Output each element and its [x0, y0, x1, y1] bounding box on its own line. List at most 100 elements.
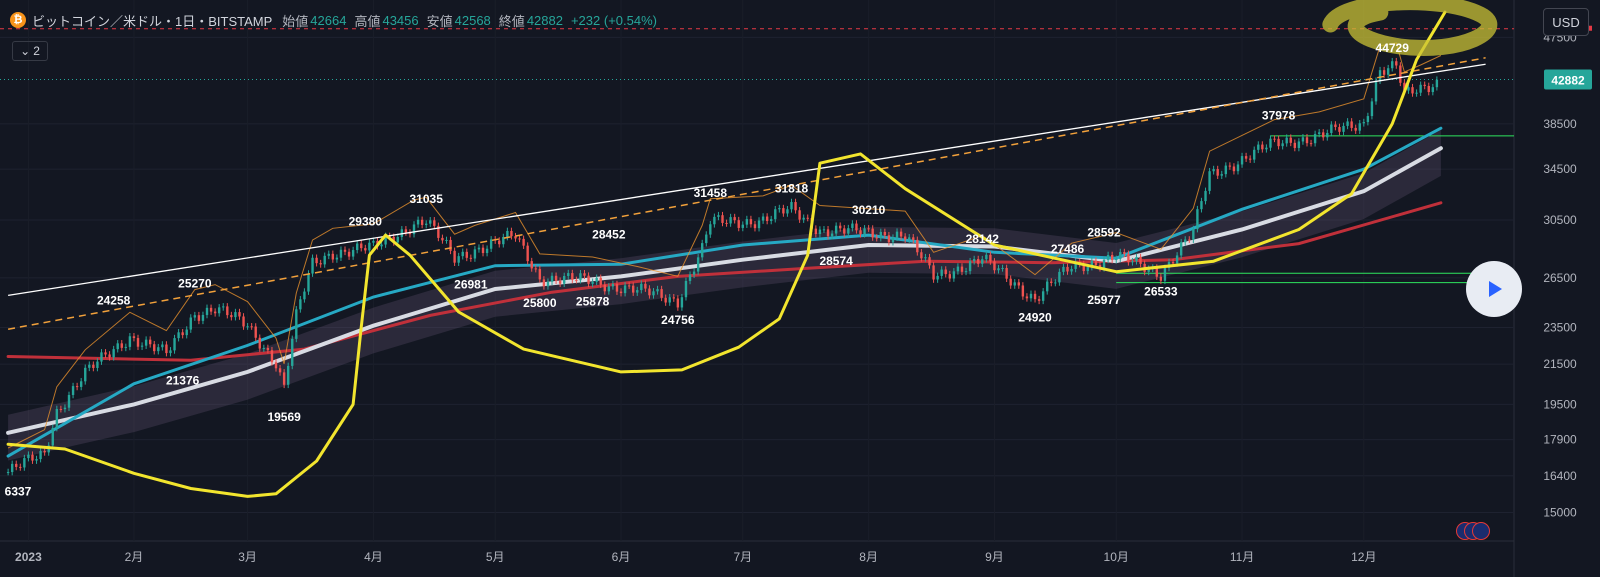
ichimoku-cloud: [8, 130, 1441, 461]
candle-body: [408, 232, 412, 235]
candle-body: [498, 240, 501, 245]
price-annotation: 19569: [267, 410, 301, 424]
candle-body: [351, 250, 355, 257]
candle-body: [822, 229, 826, 231]
candle-body: [299, 299, 302, 310]
price-annotation: 21376: [166, 374, 200, 388]
candle-body: [205, 307, 209, 315]
price-annotation: 28592: [1087, 226, 1121, 240]
candle-body: [737, 220, 740, 228]
candle-body: [1423, 84, 1426, 86]
price-annotation: 30210: [852, 203, 886, 217]
chevron-down-icon: ⌄: [20, 44, 31, 58]
candle-body: [932, 265, 935, 280]
candle-body: [891, 237, 895, 243]
candle-body: [1163, 267, 1167, 281]
candle-body: [1058, 271, 1061, 283]
candle-body: [526, 245, 529, 262]
candle-body: [1358, 123, 1361, 131]
indicator-toggle-button[interactable]: ⌄ 2: [12, 41, 48, 61]
candle-body: [782, 208, 785, 214]
candle-body: [315, 257, 318, 264]
candle-body: [765, 216, 769, 221]
x-tick-label: 2月: [125, 550, 144, 564]
candle-body: [197, 315, 201, 321]
moving-average-line: [6, 126, 1443, 458]
candle-body: [1224, 165, 1228, 175]
change-value: +232 (+0.54%): [570, 12, 657, 28]
candle-body: [1050, 281, 1053, 283]
economic-events-icon[interactable]: [1456, 522, 1496, 540]
candle-body: [100, 352, 103, 362]
candle-body: [1391, 61, 1394, 69]
candle-body: [165, 344, 168, 354]
symbol-title[interactable]: ビットコイン／米ドル・1日・BITSTAMP: [32, 13, 273, 29]
candle-body: [6, 472, 10, 474]
candle-body: [1297, 141, 1301, 148]
y-tick-label: 30500: [1543, 213, 1577, 227]
candle-body: [1046, 281, 1049, 292]
candle-body: [51, 427, 54, 446]
candle-body: [798, 210, 801, 220]
x-tick-label: 8月: [859, 550, 878, 564]
current-price-tag: [1544, 69, 1592, 90]
candle-body: [1029, 293, 1033, 299]
candle-body: [843, 228, 846, 234]
candle-body: [1070, 268, 1073, 272]
candle-body: [112, 349, 115, 358]
candle-body: [1403, 82, 1406, 91]
candle-body: [59, 409, 63, 411]
candle-body: [632, 285, 635, 293]
candle-body: [1054, 282, 1057, 284]
candle-body: [388, 235, 391, 237]
candle-body: [546, 281, 550, 287]
candle-body: [1322, 132, 1325, 138]
candle-body: [1115, 258, 1118, 261]
candle-body: [445, 239, 448, 241]
price-annotation: 37978: [1262, 109, 1296, 123]
play-button[interactable]: [1466, 261, 1522, 317]
moving-average-line: [6, 201, 1443, 362]
open-label: 始値: [282, 13, 309, 29]
candle-body: [802, 217, 805, 220]
candle-body: [270, 350, 274, 363]
candle-body: [603, 284, 606, 292]
y-tick-label: 15000: [1543, 506, 1577, 520]
close-value: 42882: [526, 12, 563, 28]
candle-body: [660, 289, 663, 298]
candle-body: [672, 297, 675, 299]
candle-body: [652, 291, 655, 296]
moving-average-line: [6, 146, 1443, 435]
candle-body: [201, 314, 205, 321]
candle-body: [1119, 252, 1122, 259]
candle-body: [116, 343, 119, 350]
candle-body: [839, 225, 842, 229]
candle-body: [550, 275, 554, 282]
candle-body: [619, 291, 623, 294]
candle-body: [1431, 87, 1435, 93]
x-tick-label: 11月: [1230, 550, 1254, 564]
candle-body: [311, 257, 314, 274]
candle-body: [1362, 122, 1366, 124]
candle-body: [705, 234, 708, 244]
candle-body: [1293, 142, 1297, 148]
candle-body: [1147, 268, 1150, 272]
candle-body: [368, 242, 371, 251]
candle-body: [522, 238, 525, 246]
candle-body: [331, 253, 335, 260]
candle-body: [518, 238, 521, 240]
currency-button[interactable]: USD: [1543, 8, 1589, 36]
candle-body: [1346, 121, 1349, 126]
candle-body: [153, 344, 156, 352]
candle-body: [1066, 266, 1069, 272]
candle-body: [1062, 266, 1065, 272]
candle-body: [169, 350, 172, 354]
candle-body: [278, 368, 282, 373]
candle-body: [1204, 190, 1207, 202]
candle-body: [1281, 143, 1284, 147]
candle-body: [1216, 169, 1219, 176]
y-tick-label: 21500: [1543, 357, 1577, 371]
candle-body: [1184, 239, 1187, 243]
